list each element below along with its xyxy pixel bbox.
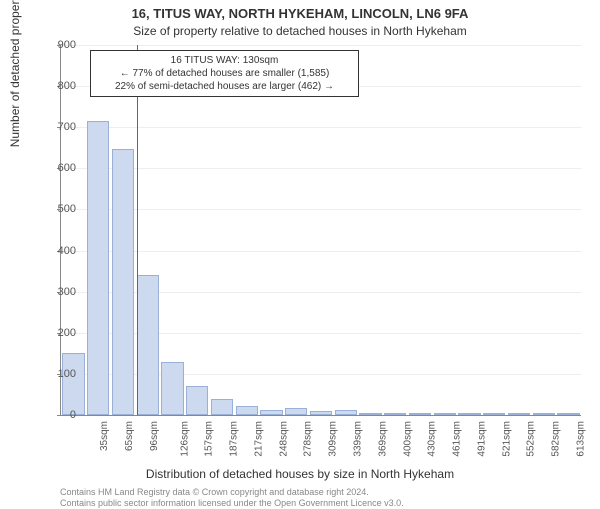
xtick-label: 217sqm bbox=[254, 421, 265, 457]
bar bbox=[161, 362, 183, 415]
xtick-label: 491sqm bbox=[476, 421, 487, 457]
xtick-label: 521sqm bbox=[501, 421, 512, 457]
plot-area bbox=[60, 45, 581, 416]
y-axis-label: Number of detached properties bbox=[8, 0, 22, 147]
annotation-line2: ← 77% of detached houses are smaller (1,… bbox=[97, 67, 352, 80]
ytick-label: 0 bbox=[26, 409, 76, 421]
xtick-label: 552sqm bbox=[526, 421, 537, 457]
ytick-label: 800 bbox=[26, 80, 76, 92]
xtick-label: 126sqm bbox=[179, 421, 190, 457]
ytick-label: 700 bbox=[26, 121, 76, 133]
bar bbox=[112, 149, 134, 415]
xtick-label: 248sqm bbox=[278, 421, 289, 457]
bar bbox=[458, 413, 480, 415]
x-axis-label: Distribution of detached houses by size … bbox=[0, 467, 600, 481]
annotation-box: 16 TITUS WAY: 130sqm← 77% of detached ho… bbox=[90, 50, 359, 97]
bar bbox=[186, 386, 208, 415]
chart-container: 16, TITUS WAY, NORTH HYKEHAM, LINCOLN, L… bbox=[0, 0, 600, 500]
ytick-label: 900 bbox=[26, 39, 76, 51]
xtick-label: 278sqm bbox=[303, 421, 314, 457]
xtick-label: 309sqm bbox=[328, 421, 339, 457]
xtick-label: 430sqm bbox=[427, 421, 438, 457]
annotation-line3: 22% of semi-detached houses are larger (… bbox=[97, 80, 352, 93]
bar bbox=[260, 410, 282, 415]
xtick-label: 96sqm bbox=[149, 421, 160, 451]
ytick-label: 200 bbox=[26, 327, 76, 339]
bar bbox=[359, 413, 381, 415]
xtick-label: 369sqm bbox=[377, 421, 388, 457]
gridline bbox=[61, 251, 581, 252]
chart-title-line1: 16, TITUS WAY, NORTH HYKEHAM, LINCOLN, L… bbox=[0, 6, 600, 21]
xtick-label: 187sqm bbox=[229, 421, 240, 457]
bar bbox=[384, 413, 406, 415]
bar bbox=[211, 399, 233, 415]
footer-line1: Contains HM Land Registry data © Crown c… bbox=[60, 487, 369, 498]
gridline bbox=[61, 45, 581, 46]
bar bbox=[409, 413, 431, 415]
bar bbox=[62, 353, 84, 415]
xtick-label: 613sqm bbox=[575, 421, 586, 457]
gridline bbox=[61, 168, 581, 169]
ytick-label: 500 bbox=[26, 203, 76, 215]
xtick-label: 157sqm bbox=[204, 421, 215, 457]
xtick-label: 65sqm bbox=[124, 421, 135, 451]
reference-vline bbox=[137, 45, 138, 415]
xtick-label: 400sqm bbox=[402, 421, 413, 457]
bar bbox=[236, 406, 258, 415]
bar bbox=[310, 411, 332, 415]
bar bbox=[483, 413, 505, 415]
bar bbox=[285, 408, 307, 415]
gridline bbox=[61, 127, 581, 128]
xtick-label: 582sqm bbox=[551, 421, 562, 457]
gridline bbox=[61, 209, 581, 210]
xtick-label: 35sqm bbox=[99, 421, 110, 451]
bar bbox=[533, 413, 555, 415]
bar bbox=[508, 413, 530, 415]
xtick-label: 339sqm bbox=[353, 421, 364, 457]
ytick-label: 300 bbox=[26, 286, 76, 298]
chart-title-line2: Size of property relative to detached ho… bbox=[0, 24, 600, 38]
bar bbox=[434, 413, 456, 415]
ytick-label: 100 bbox=[26, 368, 76, 380]
annotation-line1: 16 TITUS WAY: 130sqm bbox=[97, 54, 352, 67]
bar bbox=[557, 413, 579, 415]
bar bbox=[87, 121, 109, 415]
ytick-label: 400 bbox=[26, 245, 76, 257]
xtick-label: 461sqm bbox=[452, 421, 463, 457]
ytick-label: 600 bbox=[26, 162, 76, 174]
bar bbox=[137, 275, 159, 415]
bar bbox=[335, 410, 357, 415]
